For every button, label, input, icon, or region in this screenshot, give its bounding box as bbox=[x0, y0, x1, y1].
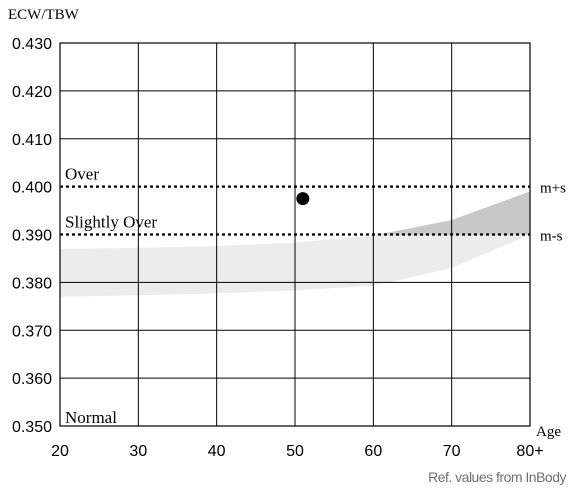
region-label-normal: Normal bbox=[65, 408, 117, 427]
y-tick-label: 0.350 bbox=[12, 419, 52, 436]
y-tick-label: 0.380 bbox=[12, 275, 52, 292]
reference-line-label: m+s bbox=[540, 181, 566, 197]
y-tick-label: 0.400 bbox=[12, 180, 52, 197]
reference-band-over bbox=[378, 191, 530, 235]
y-tick-label: 0.390 bbox=[12, 228, 52, 245]
reference-line-label: m-s bbox=[540, 229, 563, 245]
x-tick-label: 60 bbox=[364, 443, 382, 460]
y-tick-label: 0.420 bbox=[12, 84, 52, 101]
x-tick-label: 80+ bbox=[516, 443, 543, 460]
x-tick-label: 20 bbox=[51, 443, 69, 460]
data-point bbox=[296, 192, 310, 206]
y-axis-label: ECW/TBW bbox=[8, 7, 80, 23]
y-tick-label: 0.370 bbox=[12, 323, 52, 340]
x-axis-label: Age bbox=[536, 424, 561, 440]
y-tick-label: 0.360 bbox=[12, 371, 52, 388]
x-tick-label: 30 bbox=[129, 443, 147, 460]
x-tick-label: 40 bbox=[208, 443, 226, 460]
y-tick-label: 0.410 bbox=[12, 132, 52, 149]
x-tick-label: 70 bbox=[443, 443, 461, 460]
source-note: Ref. values from InBody bbox=[428, 469, 566, 485]
y-tick-label: 0.430 bbox=[12, 36, 52, 53]
region-label: Over bbox=[65, 165, 99, 184]
region-label: Slightly Over bbox=[65, 213, 157, 232]
x-tick-label: 50 bbox=[286, 443, 304, 460]
